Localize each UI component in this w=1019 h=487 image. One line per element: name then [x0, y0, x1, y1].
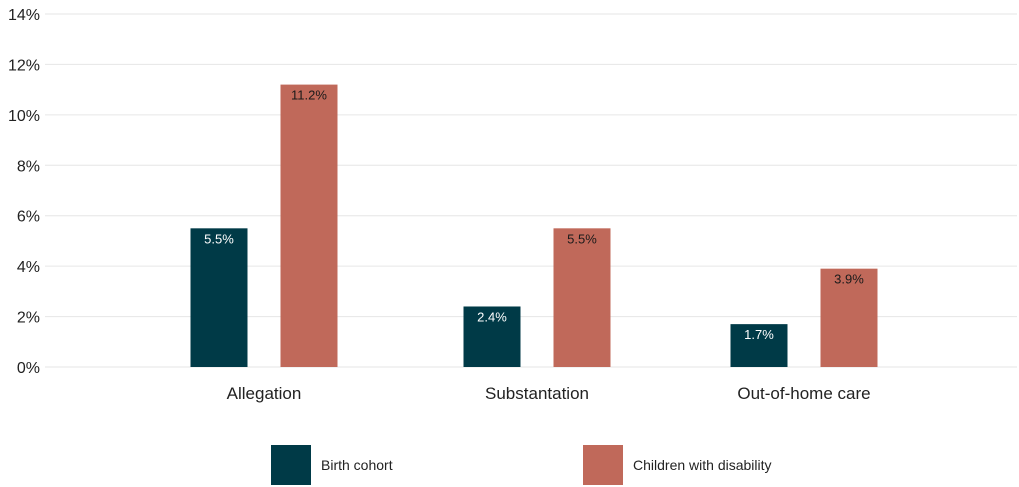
bar	[730, 324, 788, 367]
y-tick-label: 4%	[17, 259, 40, 276]
y-axis-tick-labels: 0% 2% 4% 6% 8% 10% 12% 14%	[8, 7, 40, 377]
bar	[463, 306, 521, 367]
y-tick-label: 2%	[17, 310, 40, 327]
y-tick-label: 8%	[17, 158, 40, 175]
bars	[190, 84, 878, 367]
data-label: 2.4%	[477, 309, 507, 324]
bar	[280, 84, 338, 367]
x-category-label: Out-of-home care	[737, 384, 870, 403]
legend-swatch	[271, 445, 311, 485]
y-tick-label: 12%	[8, 57, 40, 74]
legend-label: Birth cohort	[321, 457, 393, 473]
y-tick-label: 6%	[17, 209, 40, 226]
legend: Birth cohort Children with disability	[271, 445, 772, 485]
y-tick-label: 0%	[17, 360, 40, 377]
legend-swatch	[583, 445, 623, 485]
y-tick-label: 10%	[8, 108, 40, 125]
data-label: 5.5%	[204, 231, 234, 246]
data-label: 1.7%	[744, 327, 774, 342]
data-label: 11.2%	[291, 88, 327, 103]
legend-label: Children with disability	[633, 457, 772, 473]
bar	[190, 228, 248, 367]
x-axis-category-labels: Allegation Substantation Out-of-home care	[227, 384, 871, 403]
bar	[820, 268, 878, 367]
data-label: 3.9%	[834, 272, 864, 287]
data-label: 5.5%	[567, 231, 597, 246]
bar	[553, 228, 611, 367]
data-labels: 5.5% 11.2% 2.4% 5.5% 1.7% 3.9%	[204, 88, 864, 343]
y-tick-label: 14%	[8, 7, 40, 24]
x-category-label: Substantation	[485, 384, 589, 403]
x-category-label: Allegation	[227, 384, 302, 403]
